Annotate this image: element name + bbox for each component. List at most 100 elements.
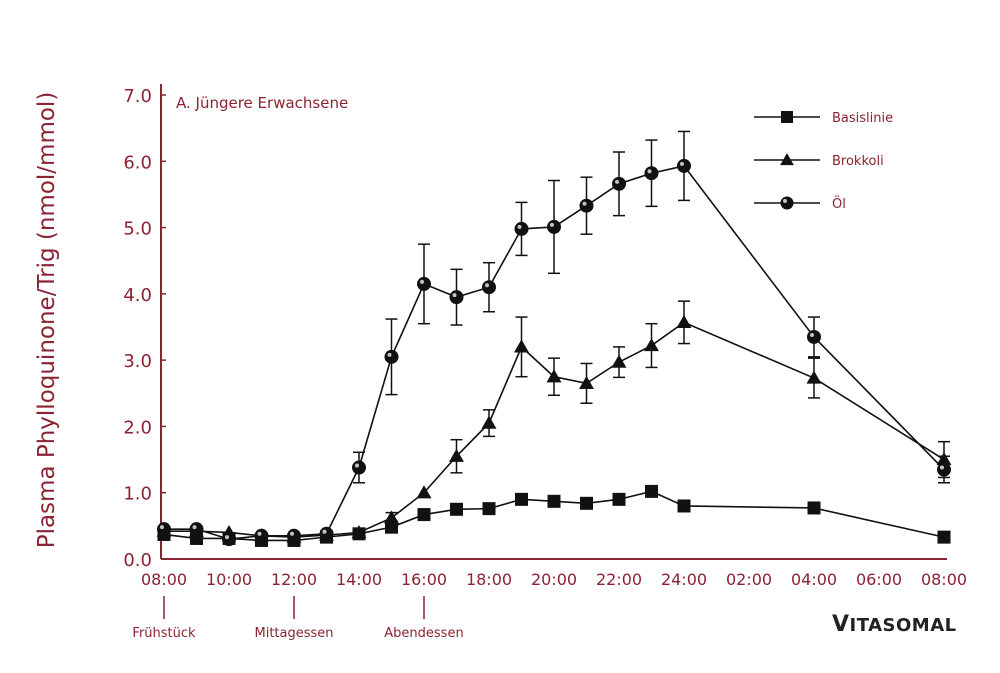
marker-circle-fill [514,221,529,236]
annotation-label: Abendessen [384,626,463,641]
marker-triangle [449,448,464,462]
marker-triangle [481,415,497,429]
x-tick-label: 12:00 [271,570,317,589]
marker-circle-shine [452,293,457,298]
marker-circle-fill [352,460,366,475]
marker-circle-fill [937,462,951,477]
y-axis-label: Plasma Phylloquinone/Trig (nmol/mmol) [34,91,60,549]
y-tick-label: 1.0 [123,484,152,505]
marker-circle-shine [420,279,424,284]
marker-triangle [546,369,562,383]
marker-circle-fill [319,526,334,541]
marker-square [547,494,561,508]
marker-square [450,502,463,516]
marker-circle [287,528,301,543]
x-tick-label: 10:00 [206,570,252,589]
marker-circle-fill [189,522,204,537]
marker-triangle [806,370,822,384]
marker-square [417,508,431,522]
marker-circle [579,198,594,213]
marker-circle-shine [783,199,787,203]
legend-label: Basislinie [832,111,893,126]
marker-circle [222,532,236,547]
brand-rest: ITASOMAL [849,615,957,636]
y-tick-label: 2.0 [123,417,152,438]
marker-square [807,501,821,515]
marker-circle-fill [780,196,794,210]
marker-circle-fill [644,166,659,181]
annotation-label: Mittagessen [254,626,333,641]
marker-circle-shine [680,161,684,166]
marker-circle-shine [290,531,294,536]
marker-circle-shine [257,531,262,536]
marker-circle-shine [192,525,197,530]
marker-circle [157,522,171,537]
x-tick-label: 22:00 [596,570,642,589]
marker-circle-shine [225,535,229,540]
x-tick-label: 24:00 [661,570,707,589]
marker-circle-fill [547,219,561,234]
legend-label: Brokkoli [832,154,884,169]
marker-circle [352,460,366,475]
marker-triangle [644,338,659,352]
marker-triangle [514,339,529,353]
marker-triangle [351,525,367,539]
marker-circle-shine [517,224,522,229]
marker-circle-fill [417,276,431,291]
marker-circle [384,349,399,364]
marker-circle-fill [222,532,236,547]
marker-square [580,496,593,510]
marker-circle-fill [807,329,821,344]
marker-circle-shine [810,332,814,337]
y-tick-label: 4.0 [123,285,152,306]
marker-circle [482,280,496,295]
annotation-label: Frühstück [132,626,196,641]
marker-square [482,502,496,516]
marker-circle-fill [449,290,464,305]
series-circle [157,130,951,547]
marker-triangle [384,510,399,524]
y-tick-label: 6.0 [123,152,152,173]
marker-circle-fill [482,280,496,295]
marker-circle [319,526,334,541]
marker-triangle [579,375,594,389]
marker-circle [189,522,204,537]
marker-circle-shine [940,465,944,470]
marker-circle-fill [579,198,594,213]
marker-circle-shine [615,179,619,184]
marker-circle-shine [550,222,554,227]
marker-square [515,492,528,506]
marker-circle [612,176,626,191]
x-tick-label: 20:00 [531,570,577,589]
marker-circle [677,158,691,173]
marker-circle [449,290,464,305]
marker-circle [547,219,561,234]
x-tick-label: 02:00 [726,570,772,589]
marker-square [612,492,626,506]
marker-triangle [611,354,627,368]
meal-annotations: Frühstück Mittagessen Abendessen [132,596,464,641]
marker-square [677,499,691,513]
marker-triangle [780,153,794,166]
x-tick-label: 04:00 [791,570,837,589]
marker-circle-shine [582,201,587,206]
marker-circle-shine [485,283,489,288]
marker-circle-shine [322,529,327,534]
x-tick-label: 06:00 [856,570,902,589]
marker-circle [514,221,529,236]
marker-square [645,484,658,498]
chart-title: A. Jüngere Erwachsene [176,94,348,112]
marker-circle-shine [160,525,164,530]
marker-circle-fill [287,528,301,543]
marker-circle-fill [157,522,171,537]
marker-circle [780,196,794,210]
series-square [157,484,951,547]
marker-square [937,530,951,544]
x-tick-label: 08:00 [921,570,967,589]
marker-circle-shine [387,352,392,357]
legend-label: Öl [832,195,846,212]
x-tick-label: 14:00 [336,570,382,589]
y-tick-label: 5.0 [123,219,152,240]
marker-square [781,111,793,123]
